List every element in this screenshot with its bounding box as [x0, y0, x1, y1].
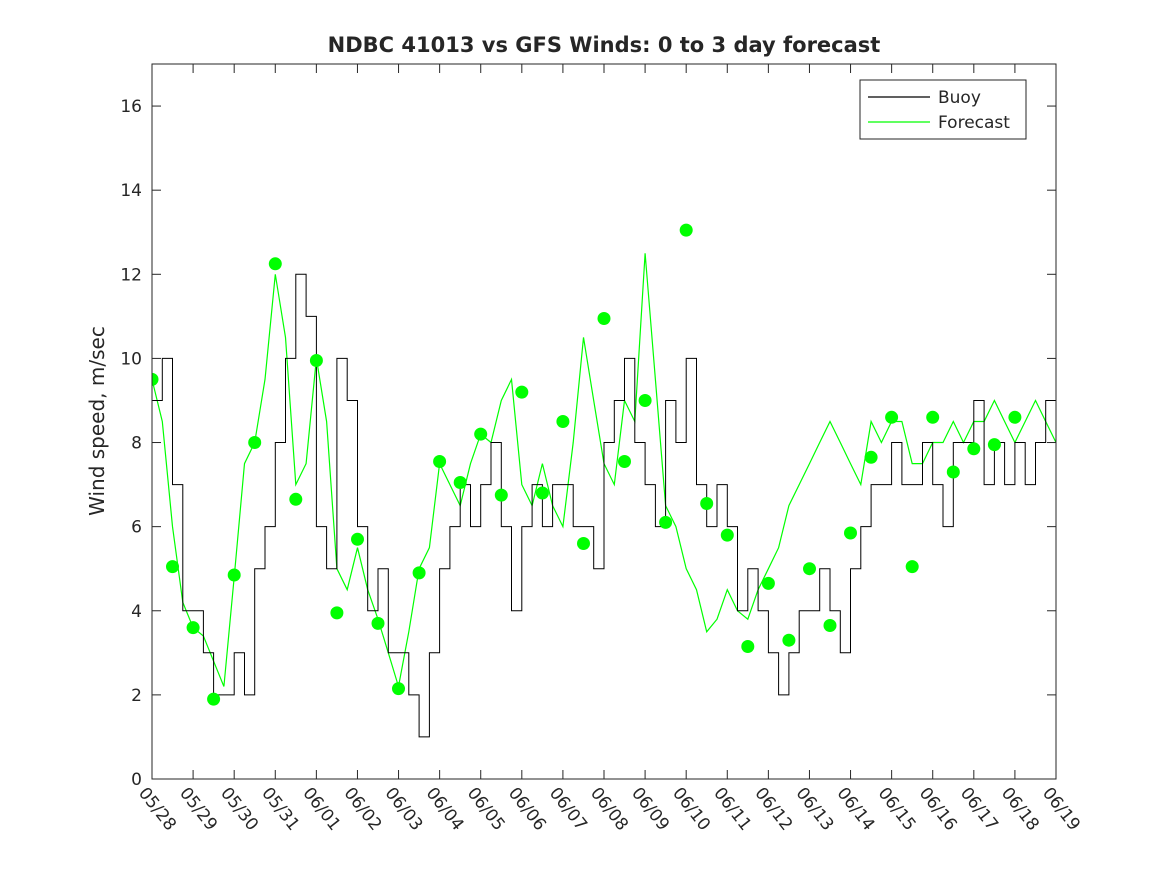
forecast-point [577, 537, 590, 550]
forecast-point [803, 562, 816, 576]
forecast-point [700, 497, 714, 510]
x-tick-label: 06/16 [915, 784, 961, 835]
plot-clipped-group [152, 223, 1056, 738]
forecast-point [453, 476, 467, 489]
x-tick-label: 06/15 [874, 784, 920, 835]
x-tick-label: 06/14 [833, 784, 879, 835]
x-tick-label: 06/09 [627, 784, 673, 835]
forecast-point [330, 606, 344, 620]
x-tick-label: 06/01 [298, 784, 344, 835]
forecast-point [535, 486, 549, 500]
forecast-point [351, 532, 364, 546]
x-tick-label: 06/19 [1038, 784, 1084, 835]
forecast-point [720, 528, 734, 542]
legend-entry-buoy-label: Buoy [938, 88, 981, 108]
forecast-point [782, 633, 796, 647]
x-tick-label: 06/13 [792, 784, 838, 835]
plot-frame [151, 63, 1057, 780]
forecast-point [741, 640, 755, 653]
legend-entry-forecast-label: Forecast [938, 113, 1010, 133]
x-tick-label: 06/10 [668, 784, 714, 835]
forecast-point [905, 560, 919, 574]
forecast-point [823, 619, 837, 632]
forecast-point [494, 488, 508, 502]
y-tick-label: 14 [120, 181, 142, 201]
x-tick-label: 05/30 [216, 784, 262, 835]
x-tick-label: 06/06 [504, 784, 550, 835]
y-axis-label: Wind speed, m/sec [85, 326, 109, 516]
x-tick-label: 06/18 [997, 784, 1043, 835]
y-tick-label: 0 [131, 770, 142, 790]
y-tick-label: 8 [131, 434, 142, 454]
forecast-point [987, 438, 1001, 452]
x-tick-label: 06/08 [586, 784, 632, 835]
forecast-point [885, 410, 899, 424]
forecast-point [412, 566, 426, 580]
forecast-point [207, 692, 221, 706]
forecast-point [967, 442, 981, 456]
x-tick-label: 06/04 [422, 784, 468, 835]
forecast-point [679, 223, 693, 237]
forecast-point [864, 450, 878, 464]
x-tick-label: 06/03 [381, 784, 427, 835]
y-tick-label: 10 [120, 349, 142, 369]
forecast-point [289, 492, 303, 506]
forecast-point [926, 410, 940, 424]
forecast-point [248, 436, 262, 449]
x-tick-label: 05/31 [257, 784, 303, 835]
forecast-point [371, 616, 385, 630]
forecast-point [761, 576, 775, 590]
forecast-point [515, 385, 529, 399]
y-tick-label: 6 [131, 518, 142, 538]
forecast-point [268, 257, 282, 271]
forecast-point [659, 515, 673, 529]
forecast-point [844, 526, 857, 540]
x-tick-label: 06/11 [709, 784, 755, 835]
forecast-point [946, 465, 960, 479]
forecast-point [152, 372, 159, 386]
legend-box [859, 79, 1027, 140]
forecast-point [227, 568, 241, 582]
x-tick-label: 06/07 [545, 784, 591, 835]
forecast-point [618, 455, 631, 468]
forecast-point [474, 427, 488, 441]
y-tick-label: 4 [131, 602, 142, 622]
forecast-point [392, 682, 405, 696]
forecast-point [638, 394, 652, 407]
x-tick-label: 06/12 [750, 784, 796, 835]
forecast-point [1008, 410, 1022, 424]
forecast-point [186, 621, 200, 635]
x-tick-label: 06/17 [956, 784, 1002, 835]
chart-title: NDBC 41013 vs GFS Winds: 0 to 3 day fore… [328, 33, 881, 57]
y-tick-label: 12 [120, 265, 142, 285]
forecast-point [433, 455, 447, 468]
forecast-point [597, 312, 611, 325]
y-tick-label: 2 [131, 686, 142, 706]
forecast-point [556, 415, 570, 428]
plot-area [152, 223, 1056, 738]
y-tick-label: 16 [120, 97, 142, 117]
x-tick-label: 05/29 [175, 784, 221, 835]
buoy-line [152, 273, 1056, 738]
x-tick-label: 06/05 [463, 784, 509, 835]
legend: Buoy Forecast [859, 79, 1027, 140]
forecast-point [166, 560, 179, 574]
forecast-point [309, 354, 323, 367]
x-tick-label: 05/28 [134, 784, 180, 835]
x-tick-label: 06/02 [340, 784, 386, 835]
